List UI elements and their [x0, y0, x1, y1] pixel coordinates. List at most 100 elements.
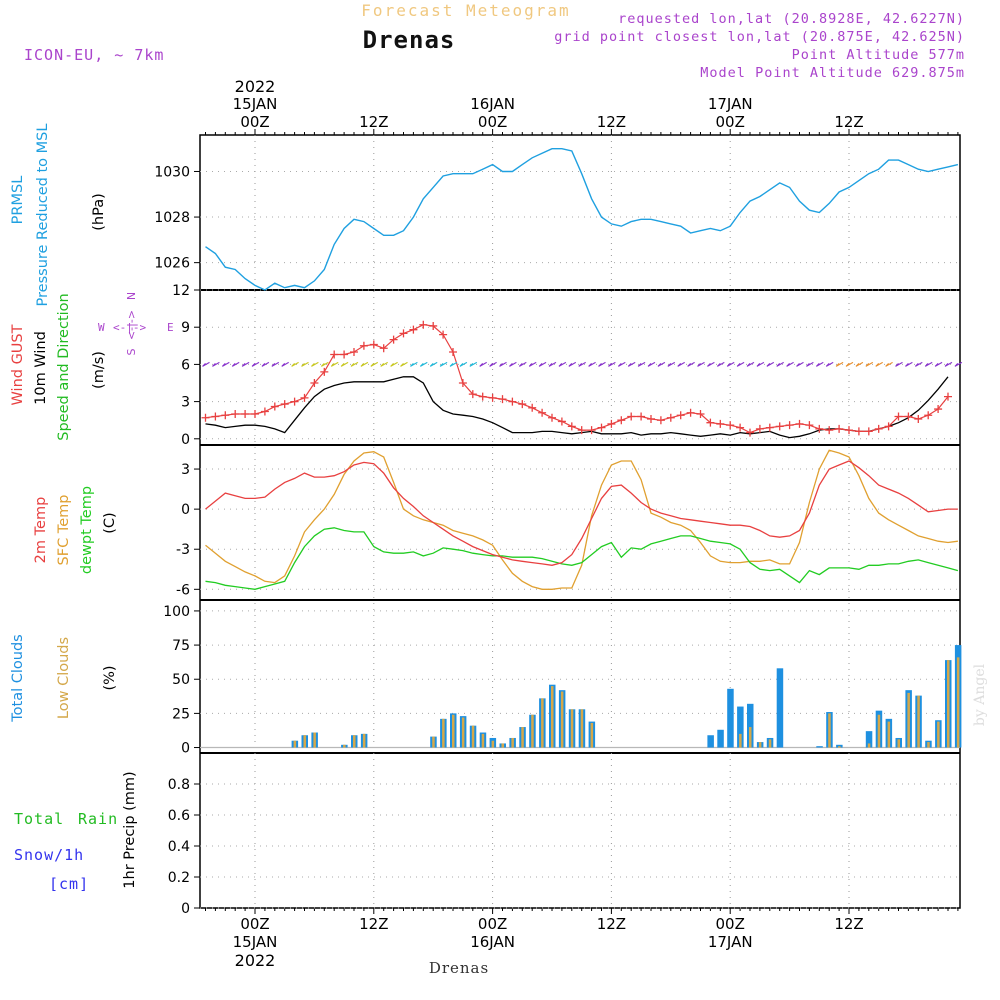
y-tick-label-clouds: 75: [172, 638, 190, 654]
gust-point: [736, 423, 745, 432]
wind-direction-arrow: [598, 361, 606, 367]
compass-n: N: [125, 292, 138, 300]
gust-point: [904, 412, 913, 421]
wind-direction-arrow: [934, 361, 943, 367]
low-cloud-bar: [927, 742, 930, 748]
low-cloud-bar: [432, 736, 435, 748]
wind-label-gust: Wind GUST: [10, 324, 26, 405]
top-axis-hour: 00Z: [478, 113, 507, 131]
gust-point: [726, 421, 735, 430]
wind-direction-arrow: [845, 361, 854, 367]
wind-direction-arrow: [855, 361, 864, 367]
low-cloud-bar: [580, 709, 584, 748]
wind-direction-arrow: [885, 361, 893, 367]
gust-point: [587, 426, 596, 435]
wind-direction-arrow: [608, 361, 616, 367]
wind-direction-arrow: [380, 361, 388, 367]
total-cloud-bar: [776, 668, 784, 748]
temp-label-2m: 2m Temp: [33, 497, 49, 564]
gust-point: [656, 416, 665, 425]
top-axis-hour: 00Z: [240, 113, 269, 131]
gust-point: [795, 419, 804, 428]
gust-point: [241, 410, 250, 418]
y-tick-label-wind: 9: [181, 320, 190, 336]
y-tick-label-clouds: 100: [163, 604, 190, 620]
low-cloud-bar: [541, 698, 544, 748]
low-cloud-bar: [481, 733, 485, 748]
wind-direction-arrow: [875, 361, 883, 367]
gust-point: [290, 397, 299, 406]
wind-direction-arrow: [954, 361, 963, 367]
wind-direction-arrow: [528, 361, 537, 367]
low-cloud-bar: [877, 714, 881, 748]
low-cloud-bar: [867, 743, 871, 748]
gust-point: [300, 393, 309, 402]
cloud-label-low: Low Clouds: [56, 637, 72, 719]
wind-direction-arrow: [518, 361, 527, 367]
y-tick-label-pressure: 1028: [154, 210, 190, 226]
gust-point: [845, 426, 853, 435]
y-tick-label-wind: 0: [181, 432, 190, 448]
wind-direction-arrow: [221, 361, 230, 367]
gust-point: [201, 413, 210, 422]
low-cloud-bar: [343, 744, 346, 748]
bottom-axis-hour: 12Z: [359, 915, 388, 933]
y-tick-label-temp: -3: [176, 542, 190, 558]
gust-point: [488, 393, 497, 402]
gust-point: [340, 350, 349, 359]
gust-point: [696, 410, 705, 418]
gust-point: [449, 348, 457, 356]
wind-label-unit: (m/s): [91, 351, 107, 389]
gust-point: [557, 417, 566, 426]
low-cloud-bar: [471, 725, 475, 748]
gust-point: [676, 411, 685, 420]
precip-label-total: Total: [14, 810, 64, 828]
pressure-label-msl: Pressure Reduced to MSL: [35, 124, 51, 307]
wind-direction-arrow: [509, 361, 517, 367]
low-cloud-bar: [956, 657, 960, 748]
wind-direction-arrow: [469, 361, 478, 367]
low-cloud-bar: [768, 739, 772, 748]
wind-direction-arrow: [538, 361, 547, 367]
gust-point: [379, 344, 388, 353]
gust-point: [686, 408, 695, 417]
top-axis-hour: 12Z: [597, 113, 626, 131]
wind-direction-arrow: [657, 361, 666, 367]
wind-direction-arrow: [251, 361, 260, 367]
low-cloud-bar: [303, 735, 306, 748]
gust-point: [280, 400, 289, 409]
wind-direction-arrow: [865, 361, 874, 367]
temp-2m-line: [205, 460, 958, 566]
temp-label-unit: (C): [102, 512, 118, 533]
bottom-axis-date: 16JAN: [470, 933, 515, 951]
chart-series: [200, 148, 963, 749]
wind-direction-arrow: [281, 361, 289, 367]
bottom-axis-hour: 00Z: [240, 915, 269, 933]
low-cloud-bar: [362, 733, 366, 748]
gust-point: [518, 400, 527, 409]
temp-label-dewpt: dewpt Temp: [79, 486, 95, 574]
wind-direction-arrow: [895, 361, 903, 367]
low-cloud-bar: [887, 721, 891, 748]
gust-point: [528, 403, 537, 412]
gust-point: [706, 418, 715, 427]
wind-direction-arrow: [776, 361, 784, 367]
wind-direction-arrow: [647, 361, 656, 367]
low-cloud-bar: [828, 713, 831, 748]
y-tick-label-temp: 0: [181, 502, 190, 518]
gust-point: [755, 424, 764, 433]
gust-point: [399, 329, 408, 338]
gust-point: [785, 421, 794, 430]
y-tick-label-pressure: 1026: [154, 256, 190, 272]
model-label: ICON-EU, ~ 7km: [24, 46, 164, 64]
wind-direction-arrow: [311, 361, 319, 367]
gust-point: [389, 335, 398, 344]
low-cloud-bar: [501, 743, 504, 748]
top-axis-date: 15JAN: [233, 95, 278, 113]
low-cloud-bar: [590, 722, 594, 748]
gust-point: [874, 424, 883, 433]
wind-direction-arrow: [637, 361, 646, 367]
wind-direction-arrow: [212, 361, 220, 367]
